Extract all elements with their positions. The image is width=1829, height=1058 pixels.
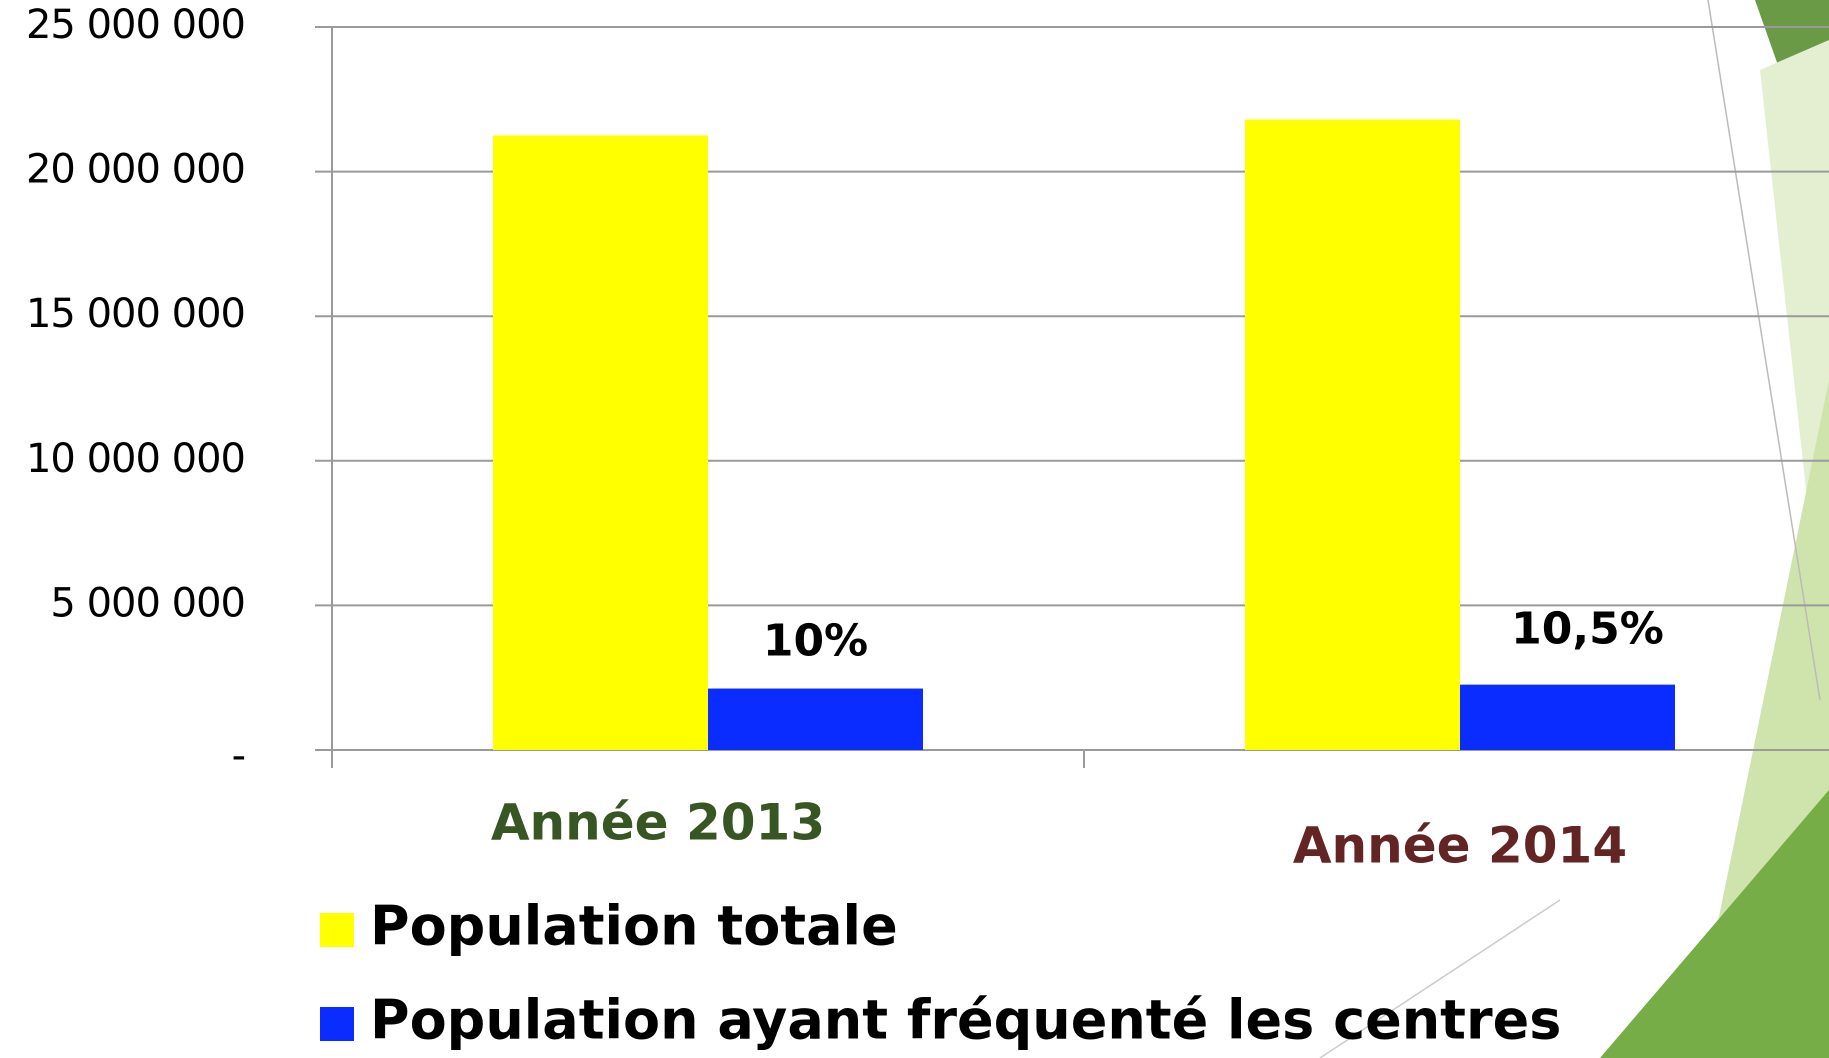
bar	[1460, 684, 1675, 750]
y-tick-label: 5 000 000	[50, 580, 245, 626]
legend-label: Population totale	[370, 895, 898, 958]
y-tick-label: -	[232, 733, 245, 779]
y-tick-label: 10 000 000	[26, 436, 245, 482]
legend-swatch	[320, 913, 354, 947]
bar	[493, 135, 708, 750]
y-tick-label: 20 000 000	[26, 147, 245, 193]
annotation: 10%	[763, 616, 868, 667]
bar	[1245, 119, 1460, 750]
annotation: 10,5%	[1511, 604, 1664, 655]
decoration	[1319, 0, 1829, 1058]
y-tick-label: 25 000 000	[26, 2, 245, 48]
y-tick-label: 15 000 000	[26, 291, 245, 337]
bar	[708, 688, 923, 750]
x-tick-label: Année 2014	[1293, 817, 1627, 875]
x-tick-label: Année 2013	[491, 794, 825, 852]
legend-label: Population ayant fréquenté les centres	[370, 989, 1561, 1052]
legend-swatch	[320, 1007, 354, 1041]
